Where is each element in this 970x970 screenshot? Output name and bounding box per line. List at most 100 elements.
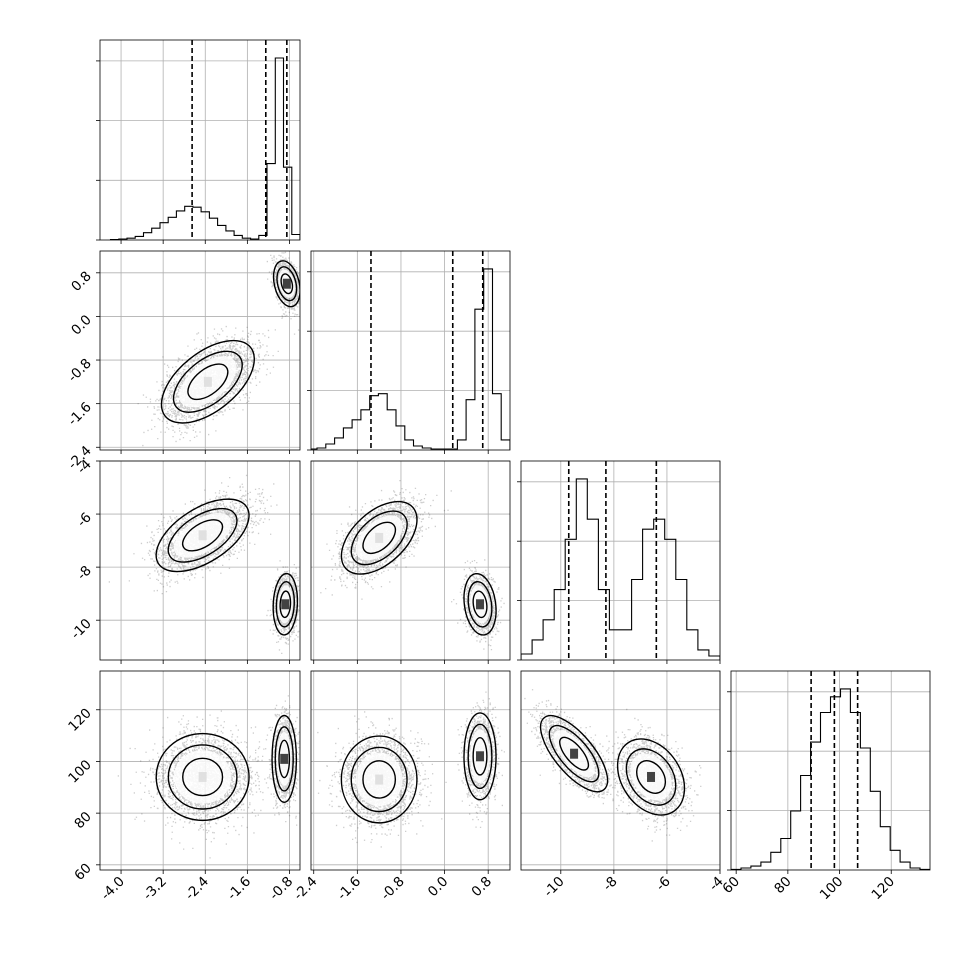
contour-level — [272, 260, 300, 308]
x-tick-label: -2.4 — [291, 874, 321, 904]
contour-level — [548, 724, 600, 783]
x-tick-label: -6 — [653, 874, 674, 895]
scatter-points — [317, 691, 505, 848]
x-tick-label: 120 — [869, 874, 899, 904]
y-axis-2: -10-8-6-4 — [68, 457, 100, 643]
x-tick-label: 0.8 — [469, 874, 496, 901]
contour-level — [616, 738, 686, 816]
y-tick-label: -8 — [74, 563, 95, 584]
histogram-line-1 — [311, 268, 510, 450]
panel-frame — [99, 250, 301, 451]
x-tick-label: -2.4 — [182, 874, 212, 904]
histogram-panel-2 — [517, 460, 721, 661]
density-peak — [476, 751, 485, 762]
contour-level — [472, 737, 488, 776]
x-tick-label: -3.2 — [140, 874, 170, 904]
contour-level — [155, 732, 250, 822]
contour-level — [280, 273, 294, 295]
y-tick-label: -6 — [74, 510, 95, 531]
x-axis-0-row-2 — [120, 660, 290, 664]
y-tick-label: 0.8 — [68, 268, 95, 295]
contour-level — [181, 519, 224, 552]
panel-frame — [310, 670, 511, 871]
contour-level — [467, 580, 493, 628]
contour-level — [539, 714, 609, 793]
density-panel-0-3 — [99, 670, 301, 871]
histogram-line-3 — [731, 688, 930, 870]
panel-frame — [730, 670, 931, 871]
contour-level — [362, 521, 397, 555]
x-tick-label: 0.0 — [425, 874, 452, 901]
density-peak — [281, 599, 290, 610]
panel-frame — [310, 250, 511, 451]
contour-level — [559, 736, 590, 771]
x-tick-label: 60 — [720, 874, 743, 897]
contour-level — [472, 590, 488, 619]
y-axis-1: -2.4-1.6-0.80.00.8 — [65, 268, 100, 473]
y-tick-label: -0.8 — [65, 356, 95, 386]
contour-level — [155, 498, 250, 573]
histogram-panel-3 — [727, 670, 931, 871]
panel-frame — [99, 670, 301, 871]
panel-frame — [520, 460, 721, 661]
x-tick-label: -10 — [541, 874, 568, 901]
x-axis-0-row-1 — [120, 450, 290, 454]
contour-level — [167, 507, 238, 563]
x-tick-label: 100 — [817, 874, 847, 904]
contour-level — [463, 572, 497, 636]
contour-level — [187, 363, 229, 401]
density-peak — [198, 530, 207, 541]
histogram-panel-1 — [307, 250, 511, 451]
x-tick-label: 80 — [771, 874, 794, 897]
contour-level — [467, 723, 493, 790]
panel-frame — [520, 670, 721, 871]
y-tick-label: 100 — [65, 757, 95, 787]
contour-level — [340, 735, 418, 824]
density-peak — [282, 278, 291, 289]
density-peak — [647, 771, 656, 782]
scatter-points — [108, 474, 300, 654]
y-tick-label: 80 — [71, 809, 94, 832]
density-peak — [280, 753, 289, 764]
histogram-panel-0 — [96, 39, 301, 241]
contour-level — [276, 266, 298, 302]
x-tick-label: -1.6 — [334, 874, 364, 904]
contour-level — [182, 757, 224, 797]
contour-level — [278, 739, 291, 779]
contour-level — [463, 712, 497, 801]
histogram-line-0 — [109, 57, 300, 240]
y-tick-label: 120 — [65, 705, 95, 735]
y-tick-label: 0.0 — [68, 312, 95, 339]
contour-level — [167, 744, 238, 810]
x-axis-1-row-1 — [313, 450, 489, 454]
density-panel-1-2 — [310, 460, 511, 661]
x-tick-label: -0.8 — [266, 874, 296, 904]
contour-level — [172, 350, 243, 413]
contour-level — [275, 580, 295, 628]
scatter-points — [137, 251, 300, 447]
x-tick-label: -4.0 — [98, 874, 128, 904]
x-axis-1-row-2 — [313, 660, 489, 664]
density-panel-0-2 — [99, 460, 301, 661]
contour-level — [636, 760, 667, 794]
x-tick-label: -1.6 — [224, 874, 254, 904]
contour-level — [362, 760, 397, 799]
density-peak — [476, 599, 485, 610]
x-tick-label: -0.8 — [378, 874, 408, 904]
x-axis-2-row-3: -10 -8 -6 -4 — [541, 870, 727, 900]
contour-level — [272, 572, 299, 636]
density-peak — [203, 376, 212, 387]
density-peak — [570, 748, 579, 759]
density-peak — [198, 771, 207, 782]
y-tick-label: -1.6 — [65, 399, 95, 429]
density-panel-0-1 — [99, 250, 301, 451]
x-axis-1-row-3: -2.4 -1.6 -0.8 0.0 0.8 — [291, 870, 495, 903]
x-axis-0-row-0 — [120, 240, 290, 244]
scatter-points — [524, 689, 702, 842]
y-tick-label: -10 — [68, 616, 95, 643]
x-axis-0-row-3: -4.0 -3.2 -2.4 -1.6 -0.8 — [98, 870, 296, 903]
histogram-line-2 — [521, 478, 720, 660]
contour-level — [350, 746, 408, 813]
x-axis-3-row-3: 60 80 100 120 — [720, 870, 899, 904]
contour-level — [350, 510, 408, 566]
